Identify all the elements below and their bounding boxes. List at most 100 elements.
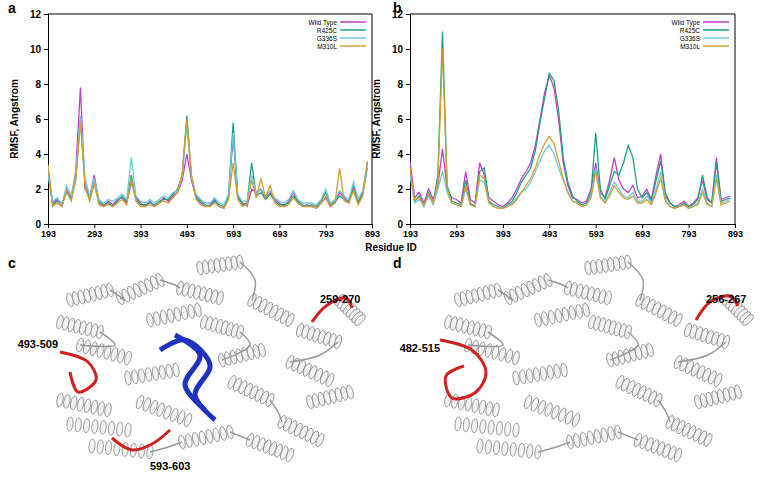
x-tick-mark [94,224,95,228]
figure: 193293393493593693793893024681012Wild Ty… [0,0,760,499]
y-tick: 4 [397,149,410,160]
helix-turn [152,311,161,326]
x-tick-mark [187,224,188,228]
helix-turn [183,412,194,427]
y-axis: 024681012 [30,9,49,230]
y-tick: 10 [30,44,48,55]
helix-turn [471,398,480,413]
loop [548,280,568,288]
loop [270,400,282,422]
y-tick: 0 [35,219,48,230]
region-label: 259-270 [320,293,360,305]
loop [222,332,250,360]
legend-swatch [703,37,729,39]
helix-turn [464,397,473,412]
y-tick-mark [406,119,410,120]
helix-turn [712,372,723,387]
y-tick-label: 6 [397,114,403,125]
y-tick: 2 [35,184,48,195]
y-tick-label: 6 [35,114,41,125]
y-tick: 6 [35,114,48,125]
helix-turn [485,401,494,416]
y-tick: 8 [397,79,410,90]
helix-turn [672,312,684,327]
legend: Wild TypeR425CG336SM310L [309,19,366,50]
helix-turn [76,397,85,412]
y-tick-mark [406,189,410,190]
legend-swatch [340,37,366,39]
helix-turn [108,421,115,436]
loop [468,332,503,346]
helix-turn [733,384,742,399]
y-tick-mark [44,14,48,15]
helix-turn [159,310,168,325]
y-tick-label: 10 [30,44,42,55]
x-tick-mark [326,224,327,228]
y-tick-mark [406,84,410,85]
x-axis: 193293393493593693793893 [403,224,743,239]
x-tick-label: 193 [403,229,418,239]
x-tick: 893 [728,224,743,239]
panel-label: a [8,0,16,16]
helix-turn [478,400,487,415]
series-line [48,119,367,208]
helix-turn [575,304,584,319]
y-tick-mark [44,154,48,155]
helix-turn [532,367,540,382]
helix-turn [463,418,470,433]
y-tick: 2 [397,184,410,195]
y-tick-mark [406,14,410,15]
helix-turn [314,432,325,447]
y-tick: 8 [35,79,48,90]
x-tick-label: 493 [542,229,557,239]
helix-turn [191,432,200,447]
chart: 193293393493593693793893024681012Wild Ty… [8,0,417,253]
helix-turn [124,371,132,386]
highlight-region [112,430,170,450]
loop [538,442,570,452]
y-tick: 0 [397,219,410,230]
helix-turn [540,311,549,326]
loop [240,262,255,300]
x-tick-label: 493 [180,229,195,239]
x-tick-label: 893 [365,229,380,239]
helix-turn [219,426,228,441]
legend-label: M310L [680,43,700,50]
helix-turn [571,412,582,427]
helix-turn [673,447,684,462]
helix-turn [205,429,214,444]
helix-turn [257,342,266,357]
helix-turn [91,419,98,434]
helix-turn [187,304,196,319]
x-tick-label: 793 [682,229,697,239]
x-tick-mark [596,224,597,228]
loop [628,262,643,300]
helix-turn [526,368,534,383]
y-tick-mark [406,49,410,50]
helix-turn [345,384,354,399]
y-tick-label: 0 [35,219,41,230]
legend-swatch [340,21,366,23]
helix-turn [539,366,547,381]
helix-turn [151,366,159,381]
x-tick-label: 593 [589,229,604,239]
highlight-region [440,340,486,399]
loop [160,280,180,288]
loop [610,332,638,360]
x-tick-label: 693 [635,229,650,239]
legend-label: R425C [317,27,338,34]
helix-turn [88,439,95,454]
loop [290,342,338,362]
structure: 482-515256-267d [393,255,755,463]
helix-turn [173,307,182,322]
legend-label: R425C [680,27,701,34]
helix-turn [83,418,90,433]
plot-frame [410,14,735,224]
x-tick: 393 [496,224,511,239]
x-tick-label: 193 [41,229,56,239]
region-label: 482-515 [400,342,440,354]
y-tick-label: 2 [397,184,403,195]
x-tick: 893 [365,224,380,239]
helix-turn [582,303,591,318]
x-tick-mark [689,224,690,228]
